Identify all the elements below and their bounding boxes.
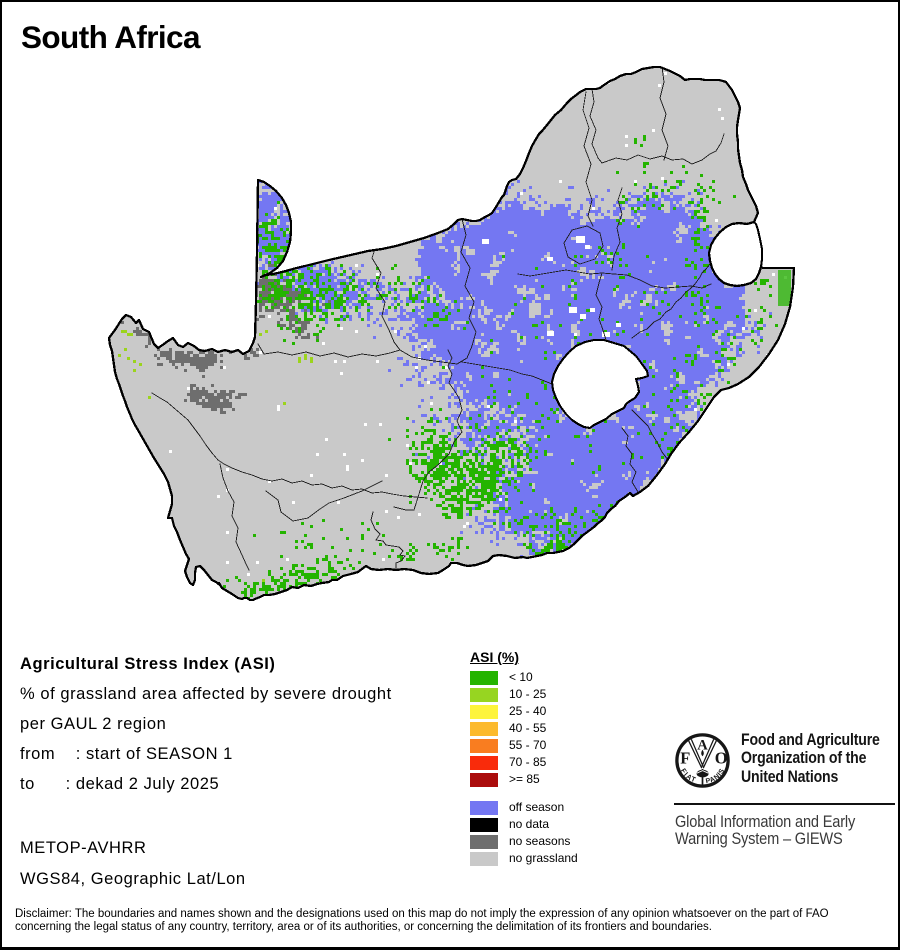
svg-text:A: A <box>697 737 708 753</box>
svg-text:O: O <box>715 748 728 767</box>
svg-text:F: F <box>680 748 690 767</box>
